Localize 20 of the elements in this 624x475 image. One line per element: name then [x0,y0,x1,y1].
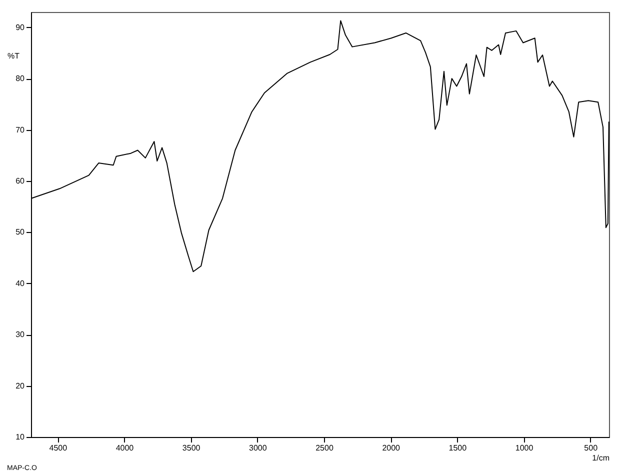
x-tick-label: 4000 [116,444,134,452]
x-tick-label: 1000 [515,444,534,452]
x-tick-label: 4500 [49,444,68,452]
y-tick-label: 40 [16,278,26,288]
x-tick-label: 3000 [249,444,268,452]
y-tick-label: 50 [16,228,26,237]
y-tick-label: 90 [16,22,26,32]
x-tick-label: 2500 [316,444,334,452]
x-axis-title: 1/cm [592,454,610,462]
y-tick-label: 20 [16,381,26,390]
x-tick-label: 500 [584,444,598,452]
x-tick-label: 3500 [182,444,201,452]
x-tick-label: 1500 [448,444,468,452]
y-tick-label: 30 [16,330,26,340]
y-tick-label: 10 [16,432,26,442]
y-tick-label: 70 [16,125,26,134]
y-axis-title: %T [8,52,20,60]
y-tick-label: 80 [16,74,26,84]
x-tick-label: 2000 [382,444,401,452]
y-tick-label: 60 [16,176,26,186]
